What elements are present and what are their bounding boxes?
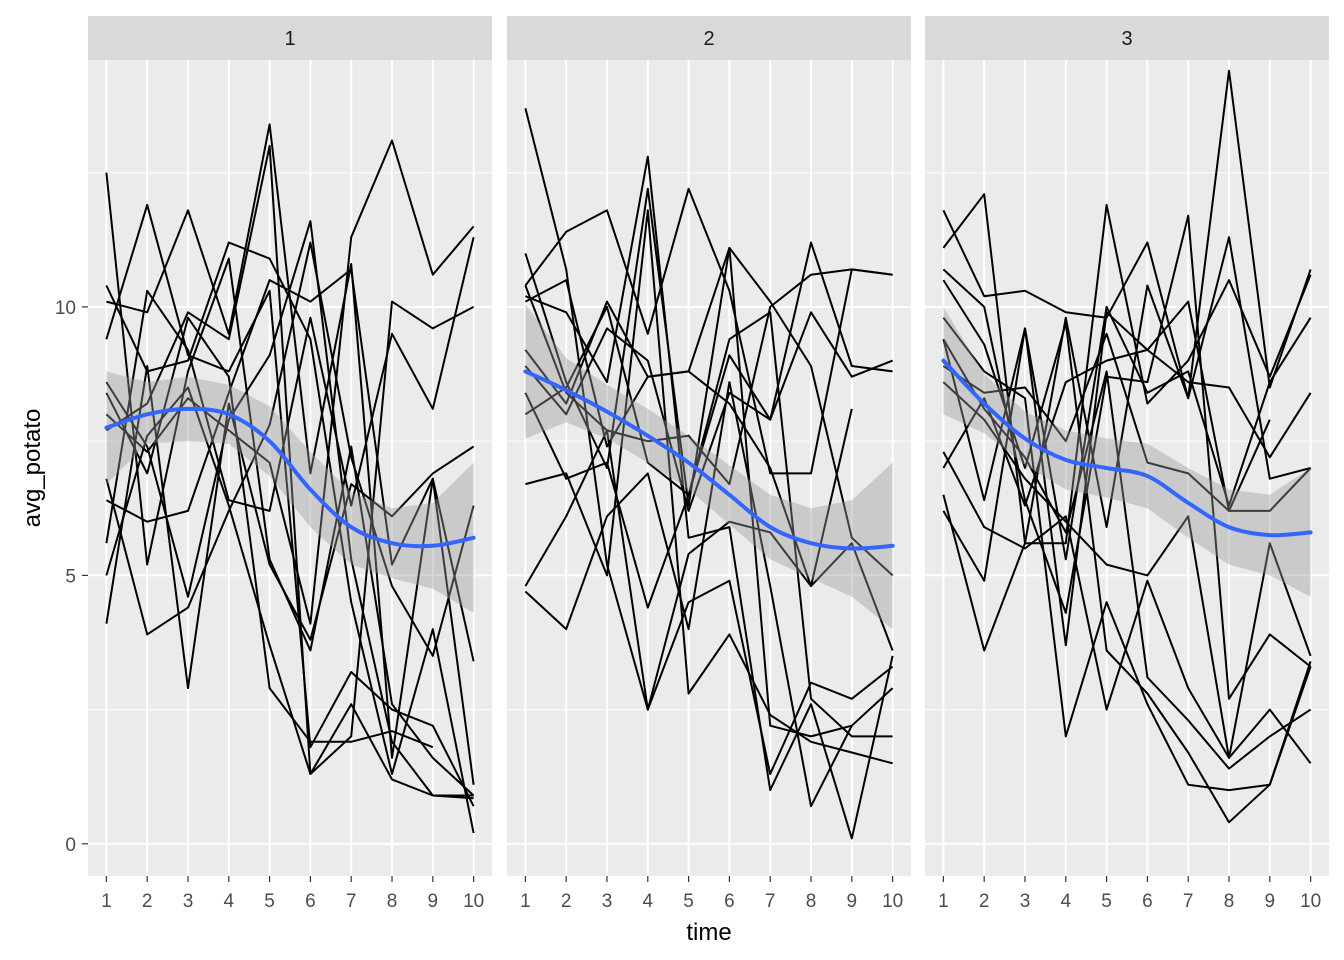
series-line bbox=[105, 203, 475, 807]
x-tick-label: 9 bbox=[428, 891, 439, 912]
facet-strip-label: 1 bbox=[284, 28, 295, 50]
series-line bbox=[105, 139, 475, 625]
series-line bbox=[105, 268, 475, 662]
series-line bbox=[942, 193, 1312, 545]
smooth-line bbox=[941, 358, 1313, 538]
series-line bbox=[942, 332, 1271, 512]
series-line bbox=[524, 246, 894, 738]
x-tick-label: 1 bbox=[938, 891, 949, 912]
facet-panel-3: 3 1 2 3 4 5 6 7 8 9 10 bbox=[925, 16, 1329, 912]
series-line bbox=[105, 144, 475, 775]
series-line bbox=[942, 69, 1312, 400]
x-tick-label: 2 bbox=[142, 891, 153, 912]
smooth-ribbon bbox=[106, 371, 474, 613]
x-tick-label: 3 bbox=[183, 891, 194, 912]
series-line bbox=[942, 317, 1312, 792]
facet-strip bbox=[507, 16, 911, 60]
x-tick-label: 2 bbox=[979, 891, 990, 912]
x-tick-label: 4 bbox=[223, 891, 234, 912]
y-tick-label: 5 bbox=[65, 566, 76, 587]
smooth-line bbox=[523, 369, 895, 551]
smooth-ribbon bbox=[525, 304, 893, 630]
x-axis-title: time bbox=[686, 919, 731, 946]
smooth-line bbox=[104, 406, 476, 549]
facet-panel-1: 1 1 2 3 4 5 6 7 8 9 10 bbox=[88, 16, 492, 912]
series-line bbox=[942, 279, 1312, 824]
x-tick-label: 5 bbox=[1101, 891, 1112, 912]
x-tick-label: 8 bbox=[806, 891, 817, 912]
series-line bbox=[524, 241, 893, 609]
series-line bbox=[105, 316, 434, 749]
panels: 1 1 2 3 4 5 6 7 8 9 10 2 1 2 3 4 5 6 7 8 9 10 3 1 2 3 4 5 6 7 8 9 10 bbox=[88, 16, 1329, 912]
x-tick-label: 8 bbox=[1224, 891, 1235, 912]
facet-strip bbox=[88, 16, 492, 60]
y-axis: 0 5 10 bbox=[55, 298, 88, 856]
x-tick-label: 1 bbox=[101, 891, 112, 912]
x-tick-label: 3 bbox=[1020, 891, 1031, 912]
x-tick-label: 8 bbox=[387, 891, 398, 912]
x-tick-label: 10 bbox=[1300, 891, 1321, 912]
y-tick-label: 0 bbox=[65, 835, 76, 856]
series-line bbox=[525, 209, 893, 765]
x-tick-label: 7 bbox=[1183, 891, 1194, 912]
series-line bbox=[942, 348, 1312, 507]
x-tick-label: 7 bbox=[346, 891, 357, 912]
x-tick-label: 4 bbox=[1060, 891, 1071, 912]
x-tick-label: 2 bbox=[561, 891, 572, 912]
series-line bbox=[524, 305, 893, 738]
x-tick-label: 6 bbox=[724, 891, 735, 912]
series-line bbox=[105, 241, 475, 834]
series-line bbox=[524, 311, 893, 512]
x-tick-label: 10 bbox=[882, 891, 903, 912]
series-line bbox=[105, 236, 475, 544]
series-line bbox=[942, 305, 1312, 561]
x-tick-label: 7 bbox=[765, 891, 776, 912]
x-tick-label: 6 bbox=[305, 891, 316, 912]
series-line bbox=[942, 338, 1312, 770]
x-tick-label: 9 bbox=[847, 891, 858, 912]
x-tick-label: 5 bbox=[683, 891, 694, 912]
y-tick-label: 10 bbox=[55, 298, 76, 319]
x-tick-label: 9 bbox=[1265, 891, 1276, 912]
x-tick-label: 1 bbox=[520, 891, 531, 912]
series-line bbox=[524, 187, 893, 475]
x-tick-label: 6 bbox=[1142, 891, 1153, 912]
facet-strip-label: 3 bbox=[1121, 28, 1132, 50]
series-line bbox=[105, 365, 475, 690]
x-tick-label: 5 bbox=[264, 891, 275, 912]
series-line bbox=[942, 451, 1312, 759]
x-tick-label: 3 bbox=[602, 891, 613, 912]
facet-panel-2: 2 1 2 3 4 5 6 7 8 9 10 bbox=[507, 16, 911, 912]
x-tick-label: 10 bbox=[463, 891, 484, 912]
series-line bbox=[105, 172, 475, 797]
series-line bbox=[524, 187, 894, 577]
series-line bbox=[524, 268, 893, 486]
series-line bbox=[524, 300, 853, 588]
series-line bbox=[942, 236, 1311, 652]
series-line bbox=[524, 429, 894, 711]
series-line bbox=[524, 108, 894, 775]
series-line bbox=[524, 381, 853, 808]
series-line bbox=[105, 241, 475, 657]
facet-strip-label: 2 bbox=[703, 28, 714, 50]
x-tick-label: 4 bbox=[642, 891, 653, 912]
facet-strip bbox=[925, 16, 1329, 60]
y-axis-title: avg_potato bbox=[19, 409, 46, 528]
